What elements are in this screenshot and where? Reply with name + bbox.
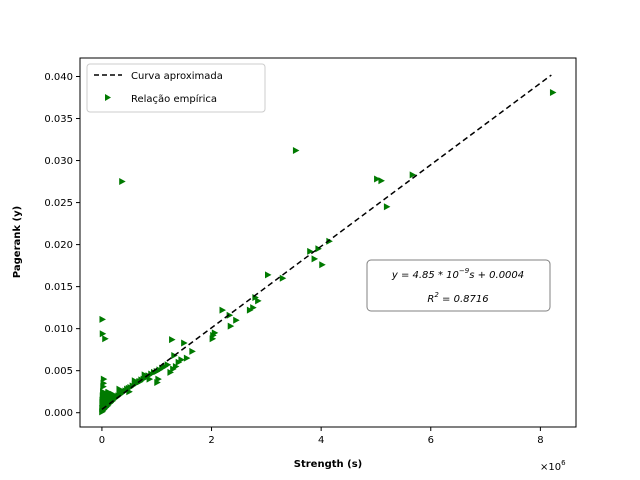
data-point-marker: [226, 311, 234, 319]
y-tick-label: 0.010: [44, 324, 73, 335]
x-tick-label: 0: [99, 435, 105, 446]
equation-rhs: s + 0.0004: [469, 270, 524, 281]
plot-area: [79, 57, 577, 428]
data-point-marker: [211, 329, 219, 337]
x-tick-label: 2: [208, 435, 214, 446]
data-point-marker: [378, 177, 385, 185]
data-point-marker: [409, 171, 417, 179]
r2-lhs: R: [427, 294, 434, 305]
data-point-marker: [319, 261, 326, 269]
x-multiplier-base: ×10: [540, 462, 561, 473]
svg-text:×106: ×106: [540, 459, 566, 473]
equation-text: y = 4.85 * 10−9s + 0.0004: [391, 267, 524, 281]
y-tick-label: 0.035: [44, 114, 73, 125]
data-point-marker: [99, 315, 106, 323]
data-point-marker: [219, 306, 226, 314]
data-point-marker: [227, 322, 235, 330]
data-point-marker: [155, 375, 162, 383]
data-point-marker: [279, 274, 287, 282]
data-point-marker: [307, 247, 314, 255]
equation-exponent: −9: [459, 267, 470, 275]
data-point-marker: [100, 375, 108, 383]
data-point-marker: [116, 385, 123, 393]
data-point-marker: [383, 203, 391, 211]
y-tick-label: 0.025: [44, 198, 73, 209]
equation-lhs: y = 4.85 * 10: [391, 270, 459, 281]
legend: Curva aproximada Relação empírica: [86, 63, 266, 113]
fit-line-layer: [101, 74, 552, 410]
legend-triangle-marker-icon: [105, 94, 111, 101]
data-point-marker: [549, 88, 557, 96]
x-axis: 0 2 4 6 8: [99, 427, 544, 446]
data-point-marker: [103, 399, 111, 407]
plot-frame: [79, 57, 577, 428]
data-point-marker: [99, 330, 107, 338]
y-axis-title: Pagerank (y): [12, 206, 23, 278]
fit-line: [101, 74, 552, 410]
data-point-marker: [292, 146, 300, 154]
x-tick-label: 4: [318, 435, 324, 446]
r2-exponent: 2: [434, 291, 439, 299]
y-tick-label: 0.020: [44, 240, 73, 251]
data-point-marker: [326, 237, 333, 245]
data-point-marker: [315, 245, 322, 253]
annotation-frame: [366, 259, 551, 312]
legend-label-fit: Curva aproximada: [131, 71, 223, 82]
data-point-marker: [141, 371, 149, 379]
data-point-marker: [183, 354, 191, 362]
data-point-marker: [178, 356, 185, 364]
data-point-marker: [137, 378, 144, 386]
x-multiplier-exponent: 6: [561, 459, 566, 467]
data-point-marker: [255, 297, 262, 305]
data-point-marker: [264, 271, 272, 279]
x-tick-label: 6: [428, 435, 434, 446]
x-axis-title: Strength (s): [294, 459, 362, 470]
data-point-marker: [181, 339, 188, 347]
fit-annotation-box: y = 4.85 * 10−9s + 0.0004 R2 = 0.8716: [366, 259, 551, 312]
r2-rhs: = 0.8716: [439, 294, 489, 305]
data-point-marker: [119, 178, 126, 186]
y-tick-label: 0.040: [44, 72, 73, 83]
data-point-marker: [374, 175, 381, 183]
data-point-marker: [131, 377, 139, 385]
data-point-marker: [172, 362, 180, 370]
r-squared-text: R2 = 0.8716: [427, 291, 488, 305]
data-point-marker: [246, 306, 254, 314]
y-axis: 0.000 0.005 0.010 0.015 0.020 0.025 0.030 0.035…: [44, 72, 80, 419]
y-tick-label: 0.000: [44, 408, 73, 419]
data-point-marker: [233, 316, 240, 324]
x-tick-label: 8: [537, 435, 543, 446]
data-point-marker: [189, 347, 196, 355]
data-point-marker: [102, 335, 109, 343]
y-tick-label: 0.015: [44, 282, 73, 293]
data-point-marker: [109, 390, 117, 398]
x-axis-multiplier: ×106: [540, 459, 566, 473]
data-point-marker: [311, 255, 319, 263]
y-tick-label: 0.005: [44, 366, 73, 377]
legend-label-empirical: Relação empírica: [131, 93, 217, 105]
data-point-marker: [167, 368, 174, 376]
y-tick-label: 0.030: [44, 156, 73, 167]
data-point-marker: [250, 304, 257, 312]
data-point-marker: [146, 375, 154, 383]
legend-box: [86, 63, 266, 113]
data-point-marker: [164, 361, 172, 369]
data-point-marker: [106, 389, 113, 397]
data-point-marker: [169, 336, 176, 344]
